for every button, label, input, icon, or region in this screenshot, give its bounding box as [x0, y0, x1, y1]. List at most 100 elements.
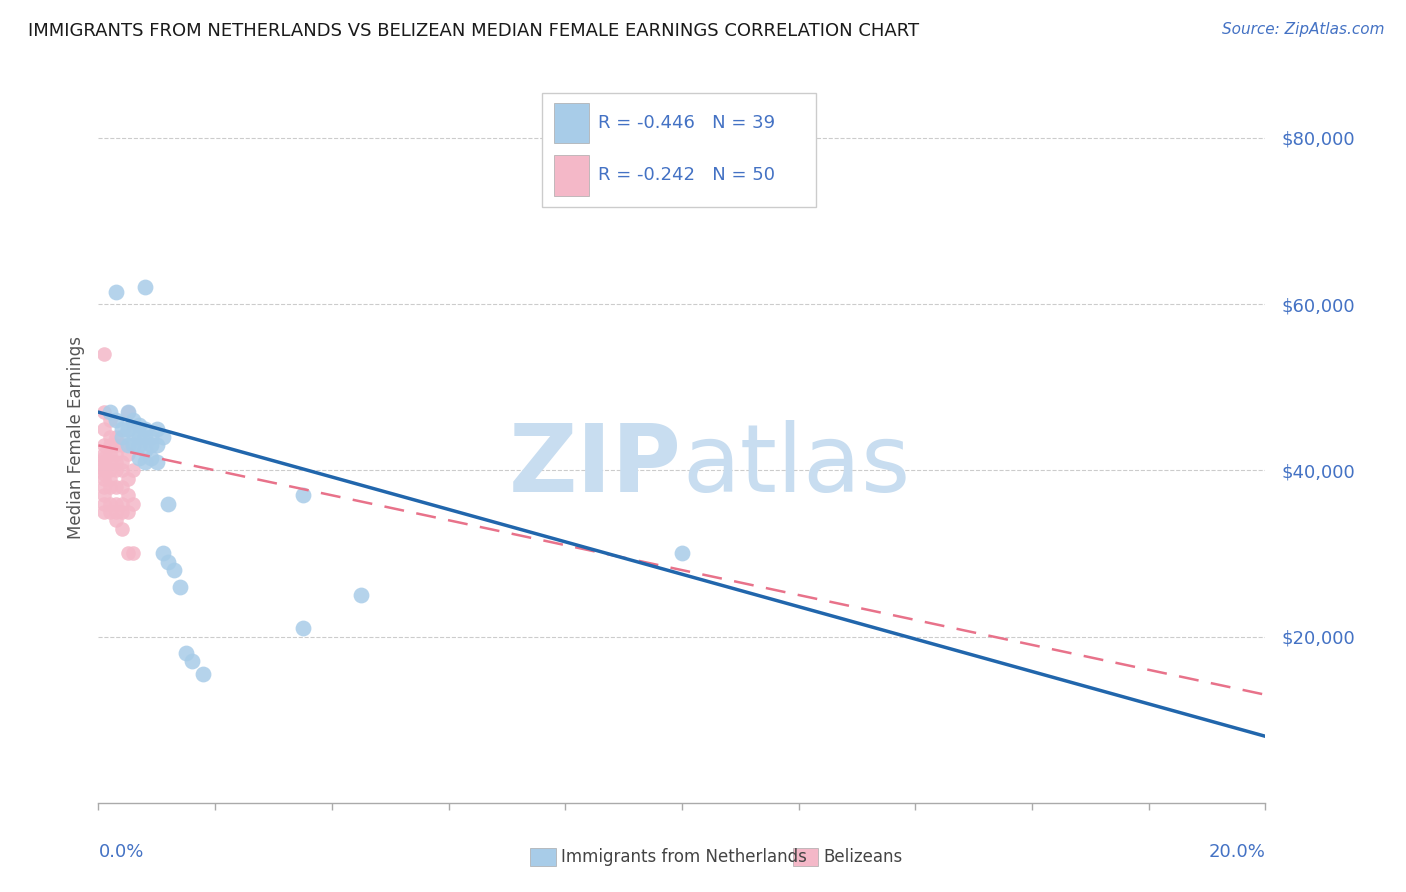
Belizeans — [111, 480, 134, 494]
Belizeans — [111, 521, 134, 535]
Immigrants from Netherlands — [134, 455, 156, 469]
Immigrants from Netherlands — [111, 422, 134, 436]
Belizeans — [117, 405, 139, 419]
Immigrants from Netherlands — [117, 438, 139, 452]
Belizeans — [122, 463, 145, 477]
Belizeans — [111, 497, 134, 511]
Text: Belizeans: Belizeans — [823, 848, 903, 866]
Belizeans — [111, 463, 134, 477]
Text: Immigrants from Netherlands: Immigrants from Netherlands — [561, 848, 807, 866]
Text: 20.0%: 20.0% — [1209, 843, 1265, 861]
Belizeans — [98, 413, 121, 427]
Immigrants from Netherlands — [134, 280, 156, 294]
Immigrants from Netherlands — [157, 497, 180, 511]
Immigrants from Netherlands — [174, 646, 197, 660]
Belizeans — [98, 438, 121, 452]
Belizeans — [98, 463, 121, 477]
Immigrants from Netherlands — [193, 667, 215, 681]
Immigrants from Netherlands — [104, 285, 127, 299]
Immigrants from Netherlands — [163, 563, 186, 577]
Immigrants from Netherlands — [169, 580, 191, 594]
Belizeans — [98, 480, 121, 494]
Belizeans — [104, 480, 127, 494]
Text: ZIP: ZIP — [509, 420, 682, 512]
Text: R = -0.446   N = 39: R = -0.446 N = 39 — [598, 113, 775, 131]
Immigrants from Netherlands — [134, 430, 156, 444]
Belizeans — [117, 447, 139, 461]
Immigrants from Netherlands — [671, 546, 693, 560]
Immigrants from Netherlands — [111, 430, 134, 444]
Text: 0.0%: 0.0% — [98, 843, 143, 861]
Belizeans — [122, 546, 145, 560]
Immigrants from Netherlands — [291, 621, 314, 635]
Immigrants from Netherlands — [104, 413, 127, 427]
Immigrants from Netherlands — [152, 430, 174, 444]
Belizeans — [93, 347, 115, 361]
Immigrants from Netherlands — [291, 488, 314, 502]
Y-axis label: Median Female Earnings: Median Female Earnings — [66, 335, 84, 539]
Immigrants from Netherlands — [122, 425, 145, 440]
Belizeans — [104, 447, 127, 461]
Belizeans — [98, 430, 121, 444]
Belizeans — [93, 455, 115, 469]
Belizeans — [98, 497, 121, 511]
Immigrants from Netherlands — [146, 438, 169, 452]
Text: IMMIGRANTS FROM NETHERLANDS VS BELIZEAN MEDIAN FEMALE EARNINGS CORRELATION CHART: IMMIGRANTS FROM NETHERLANDS VS BELIZEAN … — [28, 22, 920, 40]
Immigrants from Netherlands — [128, 417, 150, 432]
Immigrants from Netherlands — [139, 450, 162, 465]
Belizeans — [111, 438, 134, 452]
Belizeans — [93, 472, 115, 486]
Immigrants from Netherlands — [350, 588, 373, 602]
Text: Source: ZipAtlas.com: Source: ZipAtlas.com — [1222, 22, 1385, 37]
Belizeans — [104, 505, 127, 519]
Belizeans — [104, 455, 127, 469]
Immigrants from Netherlands — [117, 422, 139, 436]
Belizeans — [98, 472, 121, 486]
Immigrants from Netherlands — [128, 438, 150, 452]
Bar — [793, 848, 818, 866]
Belizeans — [117, 505, 139, 519]
Immigrants from Netherlands — [134, 442, 156, 457]
Immigrants from Netherlands — [180, 655, 202, 669]
Immigrants from Netherlands — [157, 555, 180, 569]
Bar — [554, 155, 589, 195]
Belizeans — [93, 463, 115, 477]
Belizeans — [104, 463, 127, 477]
Immigrants from Netherlands — [122, 413, 145, 427]
Belizeans — [93, 467, 115, 482]
Belizeans — [93, 459, 115, 474]
Belizeans — [122, 497, 145, 511]
Belizeans — [117, 488, 139, 502]
Text: R = -0.242   N = 50: R = -0.242 N = 50 — [598, 166, 775, 185]
Belizeans — [104, 513, 127, 527]
Belizeans — [93, 405, 115, 419]
Belizeans — [93, 497, 115, 511]
Belizeans — [104, 497, 127, 511]
Bar — [554, 103, 589, 143]
Immigrants from Netherlands — [146, 455, 169, 469]
Belizeans — [111, 505, 134, 519]
Belizeans — [93, 480, 115, 494]
Belizeans — [93, 450, 115, 465]
Immigrants from Netherlands — [128, 430, 150, 444]
Immigrants from Netherlands — [139, 430, 162, 444]
Belizeans — [117, 546, 139, 560]
Belizeans — [98, 447, 121, 461]
Immigrants from Netherlands — [117, 405, 139, 419]
Immigrants from Netherlands — [98, 405, 121, 419]
Belizeans — [117, 472, 139, 486]
Belizeans — [93, 422, 115, 436]
FancyBboxPatch shape — [541, 94, 815, 207]
Text: atlas: atlas — [682, 420, 910, 512]
Belizeans — [93, 447, 115, 461]
Belizeans — [93, 488, 115, 502]
Immigrants from Netherlands — [122, 438, 145, 452]
Belizeans — [104, 430, 127, 444]
Immigrants from Netherlands — [134, 422, 156, 436]
Belizeans — [111, 455, 134, 469]
Belizeans — [98, 455, 121, 469]
Immigrants from Netherlands — [139, 438, 162, 452]
Immigrants from Netherlands — [146, 422, 169, 436]
Belizeans — [93, 505, 115, 519]
Belizeans — [93, 438, 115, 452]
